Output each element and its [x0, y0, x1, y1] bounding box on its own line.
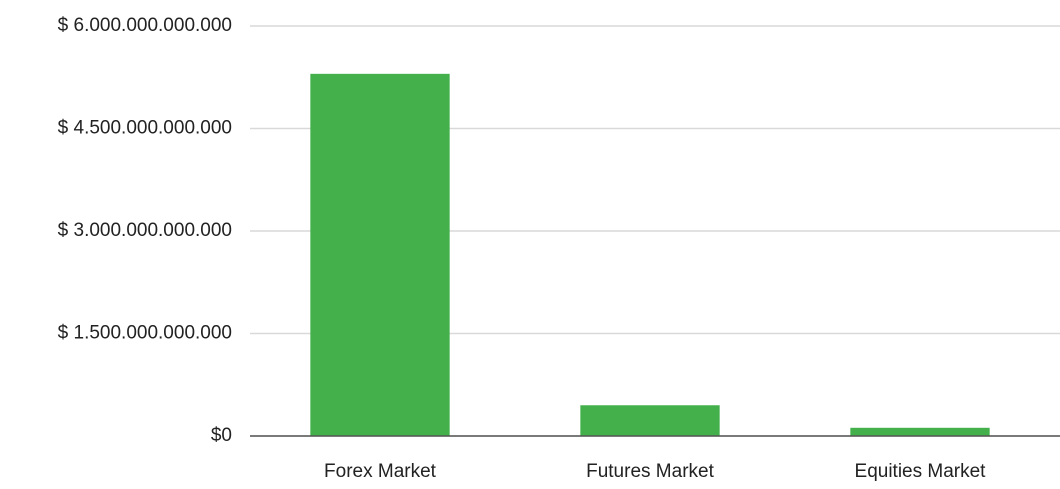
- y-tick-label: $0: [211, 425, 232, 446]
- y-tick-label: $ 3.000.000.000.000: [58, 220, 232, 241]
- bar: [310, 73, 450, 436]
- y-tick-label: $ 6.000.000.000.000: [58, 15, 232, 36]
- bar: [850, 427, 990, 436]
- y-tick-label: $ 4.500.000.000.000: [58, 118, 232, 139]
- y-tick-label: $ 1.500.000.000.000: [58, 323, 232, 344]
- x-tick-label: Futures Market: [586, 461, 714, 482]
- x-tick-label: Forex Market: [324, 461, 437, 482]
- x-tick-label: Equities Market: [855, 461, 987, 482]
- bar: [580, 405, 720, 436]
